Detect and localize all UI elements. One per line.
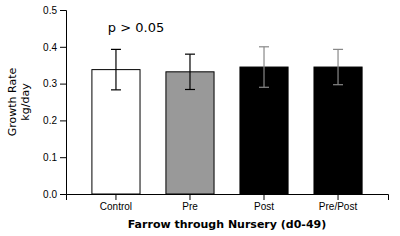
plot: 0.0 0.1 0.2 0.3 0.4 0.5 Control Pre Post Pre/Post… (43, 5, 388, 212)
bar (314, 67, 362, 194)
error-bar-line (337, 49, 338, 84)
y-tick-mark (60, 194, 66, 195)
x-tick: Control (100, 194, 132, 212)
y-tick: 0.0 (43, 189, 66, 200)
annotation: p > 0.05 (108, 20, 164, 35)
y-tick-label: 0.3 (43, 78, 57, 89)
x-tick: Pre (182, 194, 198, 212)
error-bar (111, 49, 121, 89)
x-axis-title: Farrow through Nursery (d0-49) (128, 218, 326, 231)
error-bar-cap (185, 54, 195, 55)
y-tick-label: 0.0 (43, 189, 57, 200)
x-tick-label: Pre (182, 201, 198, 212)
error-bar-cap (259, 46, 269, 47)
bar (166, 72, 214, 194)
x-axis-line (67, 195, 389, 201)
y-tick-mark (60, 10, 66, 11)
y-tick: 0.1 (43, 152, 66, 163)
y-tick-label: 0.5 (43, 5, 57, 16)
x-tick-mark (264, 194, 265, 200)
chart: 0.0 0.1 0.2 0.3 0.4 0.5 Control Pre Post Pre/Post… (0, 0, 400, 236)
error-bar-cap (185, 89, 195, 90)
x-tick: Pre/Post (319, 194, 358, 212)
error-bar-line (115, 49, 116, 89)
y-tick-mark (60, 157, 66, 158)
y-axis: 0.0 0.1 0.2 0.3 0.4 0.5 (43, 5, 66, 200)
y-tick: 0.3 (43, 78, 66, 89)
x-tick-mark (189, 194, 190, 200)
error-bar-cap (333, 49, 343, 50)
marks (92, 47, 362, 194)
error-bar-cap (333, 84, 343, 85)
y-tick: 0.5 (43, 5, 66, 16)
error-bar-cap (111, 89, 121, 90)
x-tick: Post (254, 194, 274, 212)
x-axis: Control Pre Post Pre/Post (67, 194, 389, 212)
x-tick-label: Post (254, 201, 274, 212)
y-tick-mark (60, 47, 66, 48)
x-tick-label: Control (100, 201, 132, 212)
error-bar (185, 54, 195, 89)
x-tick-label: Pre/Post (319, 201, 358, 212)
x-tick-mark (115, 194, 116, 200)
y-tick-mark (60, 84, 66, 85)
y-axis-title: Growth Ratekg/day (6, 68, 32, 137)
y-tick-label: 0.1 (43, 152, 57, 163)
y-tick: 0.2 (43, 115, 66, 126)
y-tick-mark (60, 120, 66, 121)
error-bar-line (263, 47, 264, 87)
error-bar-line (189, 54, 190, 89)
error-bar (333, 49, 343, 84)
y-tick-label: 0.2 (43, 115, 57, 126)
y-tick-label: 0.4 (43, 42, 57, 53)
error-bar-cap (259, 87, 269, 88)
y-axis-line (60, 11, 67, 195)
y-tick: 0.4 (43, 42, 66, 53)
error-bar-cap (111, 49, 121, 50)
error-bar (259, 47, 269, 87)
x-tick-mark (338, 194, 339, 200)
